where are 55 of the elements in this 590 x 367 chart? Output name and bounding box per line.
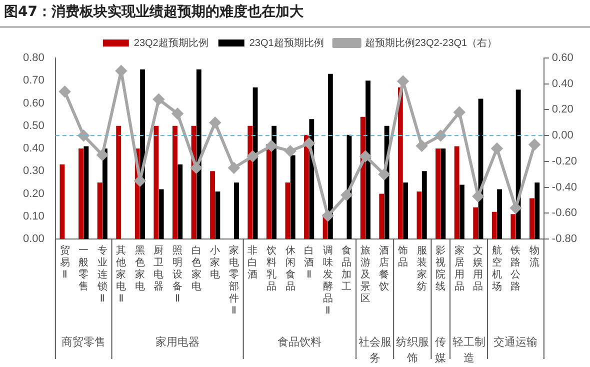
x-tick-label: 白色家电 [191,244,202,293]
y-tick-label: 0.50 [22,120,44,132]
y2-tick-label: 0.60 [552,52,574,64]
x-tick-label: 休闲食品 [285,246,296,293]
x-tick-label: 影视院线 [436,244,446,293]
y2-tick-label: -0.60 [552,207,578,220]
y-tick-label: 0.60 [22,97,44,110]
y-tick-label: 0.20 [22,188,44,200]
text: 家用电器 [156,335,200,348]
text: 纺织服饰 [396,335,429,364]
y2-tick-label: -0.40 [552,181,578,194]
x-tick-label: 航空机场 [490,244,502,293]
x-tick-label: 调味发酵品Ⅱ [322,244,333,317]
y2-tick-label: 0.00 [552,130,574,142]
y-tick-label: 0.80 [22,52,44,64]
x-tick-label: 文娱用品 [473,244,484,293]
x-tick-label: 家居用品 [454,244,464,293]
y2-tick-label: 0.20 [552,104,574,116]
x-tick-label: 饮料乳品 [265,246,276,293]
text: 轻工制造 [452,335,486,364]
legend-label: 23Q1超预期比例 [249,36,324,49]
y2-tick-label: 0.40 [552,78,574,90]
text: 传媒 [435,335,446,364]
text: 社会服务 [358,335,392,364]
text: 食品饮料 [278,335,322,348]
y-tick-label: 0.30 [22,165,44,178]
x-tick-label: 服装家纺 [416,246,427,293]
y-tick-label: 0.10 [22,210,44,222]
x-tick-label: 铁路公路 [510,244,521,293]
x-tick-label: 一般零售 [78,246,89,293]
x-tick-label: 非白酒 [248,244,258,281]
text: 交通运输 [494,335,538,348]
legend-label: 23Q2超预期比例 [134,36,208,49]
x-tick-label: 照明设备Ⅱ [172,246,183,305]
x-tick-label: 小家电 [210,244,220,281]
x-tick-label: 黑色家电 [134,246,145,293]
chart-title: 图47：消费板块实现业绩超预期的难度也在加大 [0,0,590,28]
y2-tick-label: -0.80 [552,233,578,246]
x-tick-label: 贸易Ⅱ [60,244,70,281]
legend-label: 超预期比例23Q2-23Q1（右） [364,36,498,49]
y-tick-label: 0.00 [22,233,44,246]
x-tick-label: 其他家电Ⅱ [116,244,126,305]
x-tick-label: 白酒Ⅱ [304,244,314,281]
x-tick-label: 饰品 [397,244,408,269]
x-tick-label: 物流 [530,246,540,269]
x-tick-label: 厨卫电器 [154,246,164,293]
x-tick-label: 旅游及景区 [360,244,370,305]
x-tick-label: 专业连锁Ⅱ [96,244,108,305]
x-tick-label: 酒店餐饮 [378,244,390,293]
x-tick-label: 家电零部件Ⅱ [228,244,239,317]
x-tick-label: 食品加工 [342,244,352,293]
y-tick-label: 0.70 [22,74,44,87]
y-tick-label: 0.40 [22,142,44,155]
text: 商贸零售 [62,335,106,348]
y2-tick-label: -0.20 [552,155,578,168]
